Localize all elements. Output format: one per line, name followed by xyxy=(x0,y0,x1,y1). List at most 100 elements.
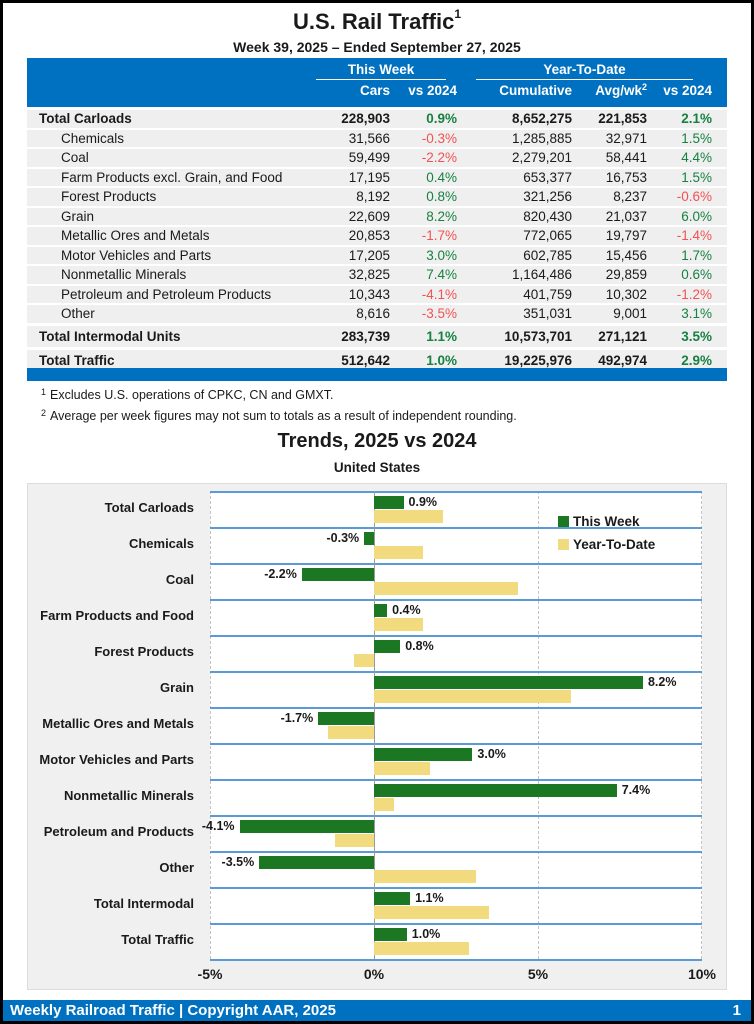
category-label: Other xyxy=(159,860,194,875)
cell-avgwk: 10,302 xyxy=(605,286,647,302)
cell-wk-pct: 7.4% xyxy=(426,267,457,282)
bar-year-to-date xyxy=(374,798,394,811)
category-label: Coal xyxy=(165,572,194,587)
row-pad xyxy=(712,110,727,128)
table-column-header-row: Cars vs 2024 Cumulative Avg/wk2 vs 2024 xyxy=(27,82,727,102)
row-pad xyxy=(712,130,727,148)
cell-cumulative: 820,430 xyxy=(523,208,572,224)
legend-label: This Week xyxy=(573,514,640,529)
x-tick-label: 5% xyxy=(527,966,549,982)
row-label: Motor Vehicles and Parts xyxy=(61,247,212,263)
category-label: Total Carloads xyxy=(104,500,194,515)
chart-plot-area: 0.9% -0.3% -2.2% 0.4% 0.8% 8.2% -1.7% 3.0% 7.4% -… xyxy=(202,491,702,961)
bar-this-week xyxy=(374,928,407,941)
bar-this-week xyxy=(374,640,401,653)
cell-cumulative: 10,573,701 xyxy=(504,328,572,344)
row-label: Coal xyxy=(61,150,89,165)
chart-band: -4.1% xyxy=(202,815,702,851)
cell-cars: 20,853 xyxy=(348,228,390,243)
legend-label: Year-To-Date xyxy=(573,537,656,552)
table-header: This Week Year-To-Date Cars vs 2024 Cumu… xyxy=(27,58,727,107)
cell-cars: 32,825 xyxy=(348,267,390,282)
cell-cars: 17,195 xyxy=(348,169,390,185)
table-bottom-divider xyxy=(27,368,727,381)
bar-year-to-date xyxy=(374,942,470,955)
cell-cumulative: 19,225,976 xyxy=(504,352,572,368)
bar-value-label: 0.8% xyxy=(405,639,434,653)
cell-wk-pct: 0.8% xyxy=(426,189,457,204)
cell-ytd-pct: -1.2% xyxy=(676,286,712,302)
category-label: Forest Products xyxy=(94,644,194,659)
page-title: U.S. Rail Traffic1 xyxy=(3,7,751,35)
zero-gridline xyxy=(374,491,375,959)
row-pad xyxy=(712,227,727,245)
category-label: Total Intermodal xyxy=(93,896,194,911)
bar-value-label: 1.1% xyxy=(415,891,444,905)
page-title-text: U.S. Rail Traffic xyxy=(292,9,455,34)
row-pad xyxy=(712,247,727,265)
cell-avgwk: 19,797 xyxy=(605,228,647,243)
bar-value-label: -1.7% xyxy=(280,711,314,725)
cell-ytd-pct: -1.4% xyxy=(676,228,712,243)
cell-wk-pct: 1.1% xyxy=(426,328,457,344)
row-pad xyxy=(712,208,727,226)
cell-avgwk: 16,753 xyxy=(605,169,647,185)
column-header-avgwk: Avg/wk2 xyxy=(595,82,647,98)
cell-avgwk: 492,974 xyxy=(598,352,647,368)
rail-traffic-table: This Week Year-To-Date Cars vs 2024 Cumu… xyxy=(27,58,727,373)
category-label: Nonmetallic Minerals xyxy=(63,788,194,803)
cell-cars: 283,739 xyxy=(341,328,390,344)
bar-value-label: -2.2% xyxy=(264,567,297,581)
table-row: Forest Products 8,192 0.8% 321,256 8,237 -0.6… xyxy=(27,188,727,206)
cell-ytd-pct: 6.0% xyxy=(681,208,712,224)
cell-avgwk: 15,456 xyxy=(605,247,647,263)
chart-band: 3.0% xyxy=(210,743,702,779)
table-row: Total Carloads 228,903 0.9% 8,652,275 221,85… xyxy=(27,110,727,128)
table-body: Total Carloads 228,903 0.9% 8,652,275 221,85… xyxy=(27,110,727,371)
chart-band: 0.4% xyxy=(210,599,702,635)
column-header-cumulative: Cumulative xyxy=(499,83,572,98)
row-label: Metallic Ores and Metals xyxy=(61,228,210,243)
footer-page-number: 1 xyxy=(732,1002,741,1019)
chart-band: -2.2% xyxy=(210,563,702,599)
category-label: Farm Products and Food xyxy=(40,608,194,623)
legend-item: This Week xyxy=(558,510,655,533)
cell-avgwk: 32,971 xyxy=(605,130,647,146)
row-pad xyxy=(712,305,727,323)
table-row: Coal 59,499 -2.2% 2,279,201 58,441 4.4% xyxy=(27,149,727,167)
bar-year-to-date xyxy=(374,870,476,883)
row-label: Total Traffic xyxy=(39,352,115,368)
table-row: Petroleum and Petroleum Products 10,343 -4… xyxy=(27,285,727,303)
bar-year-to-date xyxy=(374,546,424,559)
category-label: Motor Vehicles and Parts xyxy=(39,752,194,767)
chart-band: 0.8% xyxy=(210,635,702,671)
spacer xyxy=(27,62,305,82)
x-tick-label: 10% xyxy=(687,966,717,982)
cell-cars: 228,903 xyxy=(341,111,390,126)
cell-ytd-pct: 4.4% xyxy=(681,150,712,165)
footnote-2: 2 Average per week figures may not sum to… xyxy=(41,408,517,423)
row-label: Petroleum and Petroleum Products xyxy=(61,286,272,302)
cell-cumulative: 1,285,885 xyxy=(511,130,572,146)
dashed-gridline xyxy=(538,491,539,959)
table-row: Grain 22,609 8.2% 820,430 21,037 6.0% xyxy=(27,207,727,226)
table-row: Other 8,616 -3.5% 351,031 9,001 3.1% xyxy=(27,305,727,323)
table-row: Metallic Ores and Metals 20,853 -1.7% 772,0… xyxy=(27,227,727,245)
cell-cumulative: 772,065 xyxy=(523,228,572,243)
cell-avgwk: 58,441 xyxy=(605,150,647,165)
category-label: Petroleum and Products xyxy=(43,824,194,839)
footnotes: 1 Excludes U.S. operations of CPKC, CN an… xyxy=(41,387,517,430)
footnote-1: 1 Excludes U.S. operations of CPKC, CN an… xyxy=(41,387,334,402)
category-label: Metallic Ores and Metals xyxy=(42,716,194,731)
x-tick-label: 0% xyxy=(363,966,385,982)
chart-band: 1.0% xyxy=(210,923,702,959)
row-pad xyxy=(712,266,727,284)
chart-band: -3.5% xyxy=(210,851,702,887)
bar-year-to-date xyxy=(374,510,443,523)
spacer xyxy=(712,83,727,102)
category-label: Grain xyxy=(160,680,194,695)
chart-band: 0.9% xyxy=(210,491,702,527)
spacer xyxy=(712,62,727,82)
bar-this-week xyxy=(364,532,374,545)
